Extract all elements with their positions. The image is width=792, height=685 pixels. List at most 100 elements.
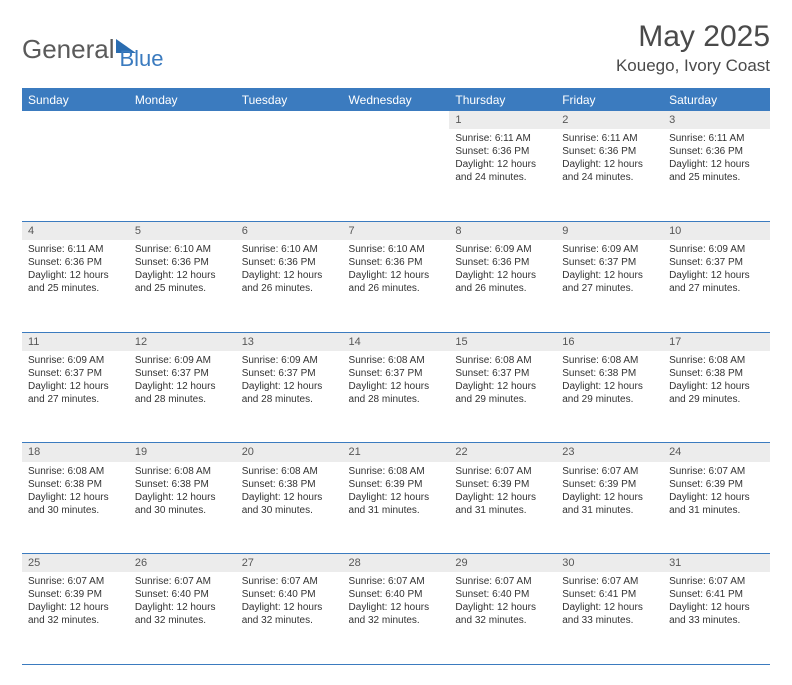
sunrise-line: Sunrise: 6:08 AM xyxy=(669,354,764,367)
daylight-line: Daylight: 12 hours and 25 minutes. xyxy=(135,269,230,295)
day-cell: Sunrise: 6:08 AMSunset: 6:38 PMDaylight:… xyxy=(663,351,770,443)
daylight-line: Daylight: 12 hours and 24 minutes. xyxy=(562,158,657,184)
day-cell-body: Sunrise: 6:07 AMSunset: 6:41 PMDaylight:… xyxy=(556,572,663,633)
day-cell-body: Sunrise: 6:11 AMSunset: 6:36 PMDaylight:… xyxy=(449,129,556,190)
sunset-line: Sunset: 6:40 PM xyxy=(455,588,550,601)
day-cell-body: Sunrise: 6:08 AMSunset: 6:37 PMDaylight:… xyxy=(343,351,450,412)
day-cell: Sunrise: 6:08 AMSunset: 6:38 PMDaylight:… xyxy=(129,462,236,554)
day-content-row: Sunrise: 6:08 AMSunset: 6:38 PMDaylight:… xyxy=(22,462,770,554)
day-cell-body: Sunrise: 6:11 AMSunset: 6:36 PMDaylight:… xyxy=(22,240,129,301)
day-cell-body: Sunrise: 6:10 AMSunset: 6:36 PMDaylight:… xyxy=(236,240,343,301)
day-number-cell xyxy=(343,111,450,129)
weekday-header: Monday xyxy=(129,89,236,112)
weekday-header-row: SundayMondayTuesdayWednesdayThursdayFrid… xyxy=(22,89,770,112)
title-block: May 2025 Kouego, Ivory Coast xyxy=(616,20,770,76)
day-cell: Sunrise: 6:07 AMSunset: 6:40 PMDaylight:… xyxy=(236,572,343,664)
sunrise-line: Sunrise: 6:07 AM xyxy=(562,575,657,588)
daylight-line: Daylight: 12 hours and 30 minutes. xyxy=(135,491,230,517)
day-number-cell: 18 xyxy=(22,443,129,462)
day-cell: Sunrise: 6:07 AMSunset: 6:41 PMDaylight:… xyxy=(556,572,663,664)
sunrise-line: Sunrise: 6:08 AM xyxy=(562,354,657,367)
day-cell: Sunrise: 6:07 AMSunset: 6:40 PMDaylight:… xyxy=(129,572,236,664)
sunset-line: Sunset: 6:39 PM xyxy=(349,478,444,491)
sunset-line: Sunset: 6:38 PM xyxy=(562,367,657,380)
day-number-cell: 21 xyxy=(343,443,450,462)
sunset-line: Sunset: 6:36 PM xyxy=(349,256,444,269)
weekday-header: Tuesday xyxy=(236,89,343,112)
sunset-line: Sunset: 6:38 PM xyxy=(669,367,764,380)
sunset-line: Sunset: 6:41 PM xyxy=(562,588,657,601)
day-cell xyxy=(22,129,129,221)
sunset-line: Sunset: 6:36 PM xyxy=(669,145,764,158)
daylight-line: Daylight: 12 hours and 31 minutes. xyxy=(669,491,764,517)
sunset-line: Sunset: 6:36 PM xyxy=(455,256,550,269)
day-number-cell: 31 xyxy=(663,554,770,573)
day-number-cell: 1 xyxy=(449,111,556,129)
day-cell-body: Sunrise: 6:08 AMSunset: 6:38 PMDaylight:… xyxy=(556,351,663,412)
sunset-line: Sunset: 6:39 PM xyxy=(455,478,550,491)
day-number-cell: 13 xyxy=(236,332,343,351)
sunset-line: Sunset: 6:36 PM xyxy=(242,256,337,269)
day-cell-body: Sunrise: 6:09 AMSunset: 6:37 PMDaylight:… xyxy=(556,240,663,301)
day-content-row: Sunrise: 6:11 AMSunset: 6:36 PMDaylight:… xyxy=(22,240,770,332)
sunrise-line: Sunrise: 6:10 AM xyxy=(135,243,230,256)
day-cell-body: Sunrise: 6:08 AMSunset: 6:38 PMDaylight:… xyxy=(663,351,770,412)
day-cell: Sunrise: 6:07 AMSunset: 6:39 PMDaylight:… xyxy=(22,572,129,664)
sunrise-line: Sunrise: 6:08 AM xyxy=(242,465,337,478)
sunset-line: Sunset: 6:37 PM xyxy=(349,367,444,380)
daylight-line: Daylight: 12 hours and 29 minutes. xyxy=(455,380,550,406)
day-cell: Sunrise: 6:11 AMSunset: 6:36 PMDaylight:… xyxy=(556,129,663,221)
sunrise-line: Sunrise: 6:08 AM xyxy=(349,354,444,367)
day-content-row: Sunrise: 6:09 AMSunset: 6:37 PMDaylight:… xyxy=(22,351,770,443)
day-number-cell: 26 xyxy=(129,554,236,573)
day-number-cell: 27 xyxy=(236,554,343,573)
day-cell: Sunrise: 6:11 AMSunset: 6:36 PMDaylight:… xyxy=(449,129,556,221)
day-cell-body: Sunrise: 6:10 AMSunset: 6:36 PMDaylight:… xyxy=(129,240,236,301)
daynum-row: 25262728293031 xyxy=(22,554,770,573)
day-number-cell: 6 xyxy=(236,221,343,240)
daylight-line: Daylight: 12 hours and 28 minutes. xyxy=(135,380,230,406)
day-cell-body: Sunrise: 6:11 AMSunset: 6:36 PMDaylight:… xyxy=(556,129,663,190)
sunrise-line: Sunrise: 6:07 AM xyxy=(349,575,444,588)
sunset-line: Sunset: 6:36 PM xyxy=(135,256,230,269)
daylight-line: Daylight: 12 hours and 25 minutes. xyxy=(28,269,123,295)
day-cell-body: Sunrise: 6:07 AMSunset: 6:40 PMDaylight:… xyxy=(236,572,343,633)
day-cell-body: Sunrise: 6:08 AMSunset: 6:38 PMDaylight:… xyxy=(129,462,236,523)
sunrise-line: Sunrise: 6:11 AM xyxy=(669,132,764,145)
day-cell-body: Sunrise: 6:09 AMSunset: 6:37 PMDaylight:… xyxy=(22,351,129,412)
day-cell: Sunrise: 6:11 AMSunset: 6:36 PMDaylight:… xyxy=(663,129,770,221)
day-cell-body: Sunrise: 6:07 AMSunset: 6:39 PMDaylight:… xyxy=(663,462,770,523)
daynum-row: 45678910 xyxy=(22,221,770,240)
daylight-line: Daylight: 12 hours and 29 minutes. xyxy=(562,380,657,406)
day-number-cell xyxy=(129,111,236,129)
sunset-line: Sunset: 6:40 PM xyxy=(135,588,230,601)
day-cell: Sunrise: 6:07 AMSunset: 6:39 PMDaylight:… xyxy=(556,462,663,554)
daylight-line: Daylight: 12 hours and 31 minutes. xyxy=(349,491,444,517)
daylight-line: Daylight: 12 hours and 26 minutes. xyxy=(349,269,444,295)
day-cell: Sunrise: 6:09 AMSunset: 6:37 PMDaylight:… xyxy=(22,351,129,443)
weekday-header: Wednesday xyxy=(343,89,450,112)
day-number-cell: 17 xyxy=(663,332,770,351)
sunrise-line: Sunrise: 6:07 AM xyxy=(135,575,230,588)
sunrise-line: Sunrise: 6:09 AM xyxy=(455,243,550,256)
day-cell: Sunrise: 6:09 AMSunset: 6:36 PMDaylight:… xyxy=(449,240,556,332)
day-cell-body: Sunrise: 6:07 AMSunset: 6:39 PMDaylight:… xyxy=(556,462,663,523)
day-number-cell: 22 xyxy=(449,443,556,462)
day-number-cell: 3 xyxy=(663,111,770,129)
sunset-line: Sunset: 6:37 PM xyxy=(455,367,550,380)
day-number-cell: 4 xyxy=(22,221,129,240)
day-number-cell: 7 xyxy=(343,221,450,240)
sunrise-line: Sunrise: 6:07 AM xyxy=(455,575,550,588)
daylight-line: Daylight: 12 hours and 27 minutes. xyxy=(562,269,657,295)
daylight-line: Daylight: 12 hours and 32 minutes. xyxy=(135,601,230,627)
sunset-line: Sunset: 6:37 PM xyxy=(242,367,337,380)
day-cell-body: Sunrise: 6:08 AMSunset: 6:38 PMDaylight:… xyxy=(236,462,343,523)
day-cell-body: Sunrise: 6:09 AMSunset: 6:37 PMDaylight:… xyxy=(236,351,343,412)
day-cell xyxy=(129,129,236,221)
day-cell-body: Sunrise: 6:07 AMSunset: 6:39 PMDaylight:… xyxy=(22,572,129,633)
sunrise-line: Sunrise: 6:08 AM xyxy=(135,465,230,478)
sunrise-line: Sunrise: 6:07 AM xyxy=(669,575,764,588)
day-cell-body: Sunrise: 6:07 AMSunset: 6:40 PMDaylight:… xyxy=(343,572,450,633)
logo: General Blue xyxy=(22,26,164,72)
daylight-line: Daylight: 12 hours and 33 minutes. xyxy=(669,601,764,627)
